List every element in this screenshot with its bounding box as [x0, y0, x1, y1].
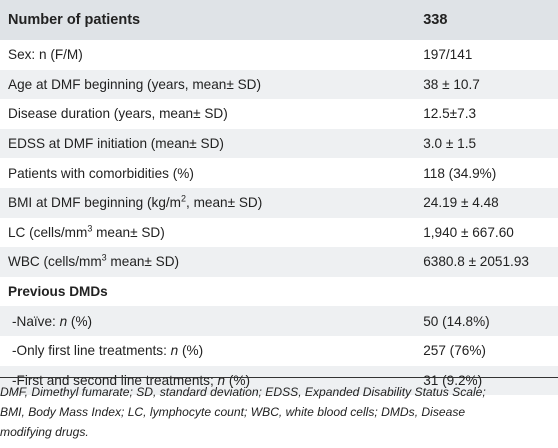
- header-value: 338: [423, 12, 448, 28]
- superscript: 2: [181, 193, 187, 204]
- patient-characteristics-table: Number of patients 338 Sex: n (F/M) 197/…: [0, 0, 558, 396]
- table-row: Sex: n (F/M) 197/141: [0, 40, 558, 70]
- row-label-text: (%): [67, 313, 93, 329]
- section-row: Previous DMDs: [0, 276, 558, 307]
- row-label: LC (cells/mm3 mean± SD): [0, 218, 423, 248]
- table-row: Disease duration (years, mean± SD) 12.5±…: [0, 99, 558, 129]
- row-value: 31 (9.2%): [423, 372, 483, 388]
- table-row: BMI at DMF beginning (kg/m2, mean± SD) 2…: [0, 187, 558, 218]
- table-footnote: DMF, Dimethyl fumarate; SD, standard dev…: [0, 385, 486, 439]
- row-label: -Only first line treatments: n (%): [0, 336, 423, 366]
- italic-n: n: [170, 343, 179, 359]
- row-value: 1,940 ± 667.60: [423, 224, 514, 240]
- row-label-text: (%): [225, 372, 250, 388]
- row-label: WBC (cells/mm3 mean± SD): [0, 247, 423, 277]
- row-value: 12.5±7.3: [423, 106, 477, 122]
- row-value: 3.0 ± 1.5: [423, 136, 477, 152]
- row-value: 50 (14.8%): [423, 313, 490, 329]
- row-label-text: -Naïve:: [12, 313, 60, 329]
- row-label: Age at DMF beginning (years, mean± SD): [8, 76, 262, 92]
- row-label-text: , mean± SD): [186, 195, 263, 211]
- section-label: Previous DMDs: [8, 284, 108, 300]
- italic-n: n: [59, 313, 68, 329]
- row-value: 257 (76%): [423, 343, 486, 359]
- row-label-text: (%): [178, 343, 204, 359]
- table-row: -Only first line treatments: n (%) 257 (…: [0, 336, 558, 366]
- row-label-text: -First and second line treatments;: [12, 372, 218, 388]
- row-label-text: mean± SD): [92, 224, 165, 240]
- row-label-text: -Only first line treatments:: [12, 343, 171, 359]
- row-label-text: mean± SD): [106, 254, 180, 270]
- section-value: [423, 277, 558, 307]
- row-value: 38 ± 10.7: [423, 76, 480, 92]
- superscript: 3: [87, 223, 93, 234]
- row-label: Sex: n (F/M): [8, 47, 83, 63]
- header-label: Number of patients: [8, 12, 141, 28]
- table-bottom-rule: [0, 377, 558, 378]
- table-row: LC (cells/mm3 mean± SD) 1,940 ± 667.60: [0, 218, 558, 248]
- row-label: Patients with comorbidities (%): [8, 165, 194, 181]
- row-value: 118 (34.9%): [423, 165, 497, 181]
- table-header-row: Number of patients 338: [0, 0, 558, 40]
- row-label: EDSS at DMF initiation (mean± SD): [8, 136, 224, 152]
- row-value: 197/141: [423, 47, 473, 63]
- table-row: Age at DMF beginning (years, mean± SD) 3…: [0, 69, 558, 100]
- row-label: BMI at DMF beginning (kg/m2, mean± SD): [0, 188, 423, 218]
- row-value: 6380.8 ± 2051.93: [423, 254, 529, 270]
- row-label: Disease duration (years, mean± SD): [8, 106, 228, 122]
- row-label: -First and second line treatments; n (%): [0, 366, 423, 396]
- italic-n: n: [217, 372, 226, 388]
- row-label-text: WBC (cells/mm: [8, 254, 102, 270]
- row-label-text: LC (cells/mm: [8, 224, 88, 240]
- row-label-text: BMI at DMF beginning (kg/m: [8, 195, 182, 211]
- table-row: EDSS at DMF initiation (mean± SD) 3.0 ± …: [0, 128, 558, 159]
- table-row: WBC (cells/mm3 mean± SD) 6380.8 ± 2051.9…: [0, 247, 558, 277]
- row-value: 24.19 ± 4.48: [423, 195, 499, 211]
- superscript: 3: [101, 252, 107, 263]
- table-row: -First and second line treatments; n (%)…: [0, 365, 558, 396]
- table-row: Patients with comorbidities (%) 118 (34.…: [0, 158, 558, 188]
- table-row: -Naïve: n (%) 50 (14.8%): [0, 306, 558, 336]
- row-label: -Naïve: n (%): [0, 306, 423, 336]
